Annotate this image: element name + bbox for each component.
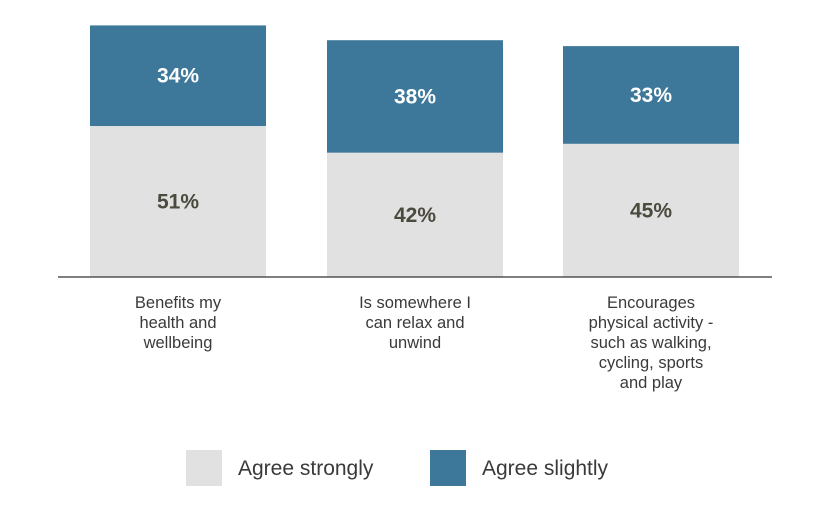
legend-swatch-agree-slightly xyxy=(430,450,466,486)
bar-agree-strongly-2 xyxy=(563,143,739,277)
category-label-line: and play xyxy=(620,374,683,392)
category-label-line: Benefits my xyxy=(135,294,222,312)
category-labels-group: Benefits my health and wellbeing Is somewhe… xyxy=(135,294,713,392)
bar-agree-strongly-0 xyxy=(90,126,266,277)
bars-group xyxy=(90,25,739,277)
data-label-agree-slightly-2: 33% xyxy=(630,84,672,107)
category-label-line: wellbeing xyxy=(143,334,213,352)
category-label-line: such as walking, xyxy=(590,334,711,352)
data-label-agree-slightly-1: 38% xyxy=(394,85,436,108)
legend: Agree strongly Agree slightly xyxy=(186,450,609,486)
category-label-line: physical activity - xyxy=(589,314,714,332)
bar-agree-slightly-2 xyxy=(563,46,739,144)
category-label-line: can relax and xyxy=(365,314,464,332)
category-label-line: Is somewhere I xyxy=(359,294,471,312)
value-labels-group: 51% 34% 42% 38% 45% 33% xyxy=(157,65,672,227)
category-label-line: unwind xyxy=(389,334,441,352)
category-label-line: cycling, sports xyxy=(599,354,704,372)
bar-agree-slightly-1 xyxy=(327,40,503,153)
category-label-line: Encourages xyxy=(607,294,695,312)
legend-label-agree-slightly: Agree slightly xyxy=(482,457,609,480)
bar-agree-slightly-0 xyxy=(90,25,266,127)
data-label-agree-slightly-0: 34% xyxy=(157,65,199,88)
category-label-line: health and xyxy=(139,314,216,332)
legend-label-agree-strongly: Agree strongly xyxy=(238,457,374,480)
legend-swatch-agree-strongly xyxy=(186,450,222,486)
data-label-agree-strongly-2: 45% xyxy=(630,199,672,222)
category-label-1: Is somewhere I can relax and unwind xyxy=(359,294,471,352)
category-label-2: Encourages physical activity - such as wal… xyxy=(589,294,714,392)
bar-agree-strongly-1 xyxy=(327,152,503,277)
data-label-agree-strongly-0: 51% xyxy=(157,191,199,214)
category-label-0: Benefits my health and wellbeing xyxy=(135,294,222,352)
data-label-agree-strongly-1: 42% xyxy=(394,204,436,227)
